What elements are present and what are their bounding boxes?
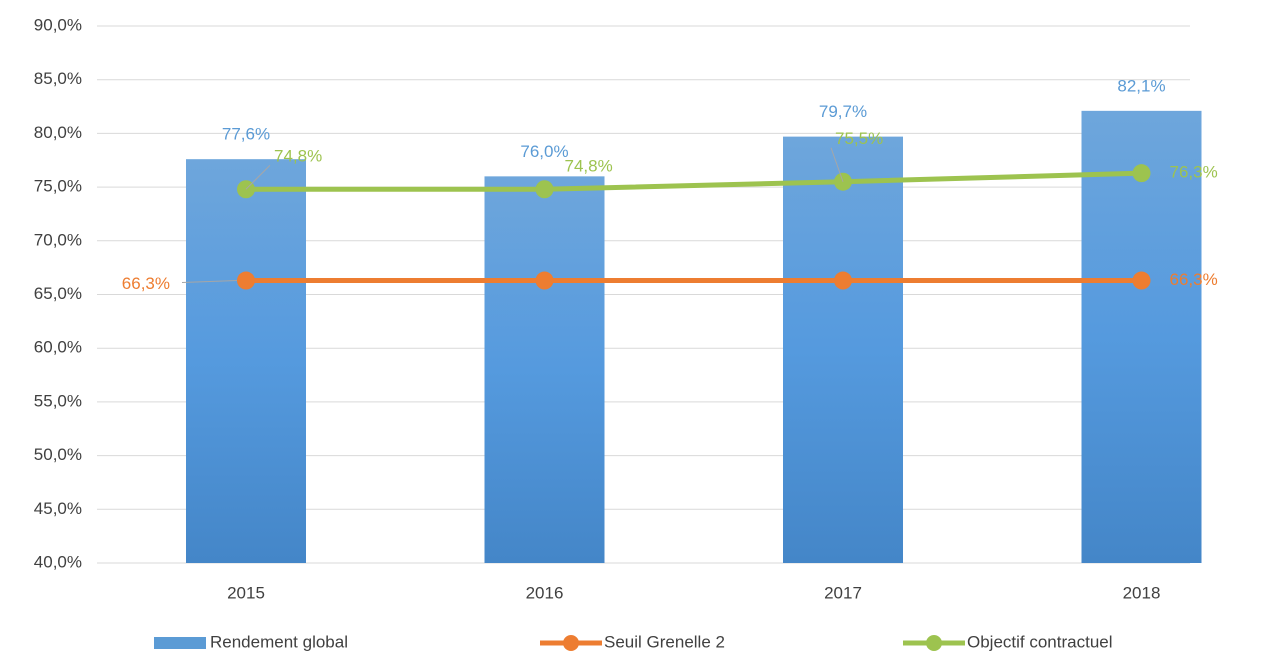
x-tick-label: 2018 [1123, 583, 1161, 602]
y-tick-label: 90,0% [34, 15, 82, 34]
bar [1081, 110, 1202, 563]
legend-label: Objectif contractuel [967, 632, 1113, 651]
bar [186, 159, 306, 563]
y-tick-label: 40,0% [34, 552, 82, 571]
line [246, 170, 1142, 192]
y-tick-label: 75,0% [34, 177, 82, 196]
line-point [1132, 164, 1151, 183]
line-value-label: 74,8% [565, 157, 613, 176]
line-value-label: 74,8% [274, 147, 322, 166]
leader-line [830, 147, 844, 182]
line-value-label: 76,3% [1170, 163, 1218, 182]
bar [783, 136, 903, 563]
bar-value-label: 77,6% [222, 125, 270, 144]
line-value-label: 66,3% [1170, 270, 1218, 289]
bar-value-label: 79,7% [819, 102, 867, 121]
x-tick-label: 2016 [526, 583, 564, 602]
legend-swatch [563, 635, 579, 651]
y-tick-label: 45,0% [34, 499, 82, 518]
legend-swatch [154, 637, 206, 649]
line-point [535, 271, 554, 290]
legend-label: Seuil Grenelle 2 [604, 632, 725, 651]
leader-line [245, 164, 271, 190]
y-tick-label: 80,0% [34, 123, 82, 142]
y-tick-label: 55,0% [34, 391, 82, 410]
line-point [834, 271, 852, 290]
bar-value-label: 82,1% [1117, 76, 1165, 95]
line-point [535, 180, 554, 199]
legend-label: Rendement global [210, 632, 348, 651]
line-value-label: 75,5% [835, 129, 883, 148]
x-tick-label: 2015 [227, 583, 265, 602]
line-point [1132, 271, 1151, 290]
y-tick-label: 85,0% [34, 69, 82, 88]
y-tick-label: 60,0% [34, 338, 82, 357]
x-tick-label: 2017 [824, 583, 862, 602]
leader-line [181, 280, 238, 284]
y-tick-label: 65,0% [34, 284, 82, 303]
line-point [237, 271, 255, 290]
y-tick-label: 70,0% [34, 230, 82, 249]
y-tick-label: 50,0% [34, 445, 82, 464]
legend-swatch [926, 635, 942, 651]
bar-value-label: 76,0% [520, 142, 568, 161]
line-value-label: 66,3% [122, 274, 170, 293]
bar [484, 176, 605, 564]
